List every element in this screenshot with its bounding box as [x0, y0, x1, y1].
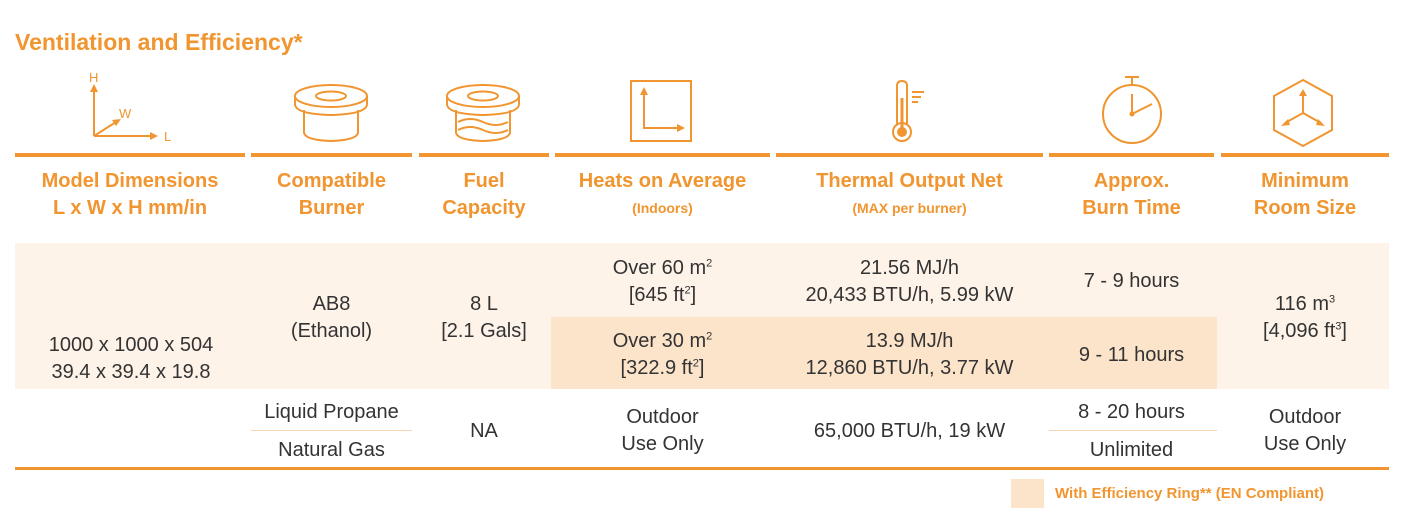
cell-line: 39.4 x 39.4 x 19.8: [51, 361, 211, 383]
column-rule: [555, 153, 770, 157]
value-text: [4,096 ft: [1263, 320, 1336, 342]
cell-thermal-outdoor: 65,000 BTU/h, 19 kW: [813, 420, 1006, 442]
cell-line: [2.1 Gals]: [441, 320, 527, 342]
value-text: 116 m: [1274, 293, 1329, 315]
cell-dimensions: 1000 x 1000 x 504 39.4 x 39.4 x 19.8: [15, 332, 247, 386]
header-burn-time: Approx. Burn Time: [1049, 168, 1214, 222]
burner-icon: [294, 84, 368, 143]
column-rule: [15, 153, 245, 157]
header-model-dimensions: Model Dimensions L x W x H mm/in: [15, 168, 245, 222]
cell-fuel-ethanol: 8 L [2.1 Gals]: [419, 291, 549, 345]
cell-burn-time-ng: Unlimited: [1089, 439, 1174, 461]
header-thermal-output: Thermal Output Net (MAX per burner): [776, 168, 1043, 218]
thermometer-icon: [892, 79, 924, 142]
header-subtitle: (Indoors): [632, 200, 693, 216]
cell-line: [645 ft2]: [555, 282, 770, 309]
cell-line: 8 L: [470, 293, 498, 315]
cell-fuel-outdoor: NA: [470, 420, 498, 442]
column-rule: [1221, 153, 1389, 157]
cell-heats-outdoor: Outdoor Use Only: [555, 404, 770, 458]
cell-burner-lp: Liquid Propane: [264, 401, 399, 423]
page-title: Ventilation and Efficiency*: [15, 29, 303, 55]
header-subtitle: (MAX per burner): [852, 200, 967, 216]
header-line: Thermal Output Net: [816, 170, 1003, 192]
fuel-burner-icon: [446, 84, 520, 143]
axis-label-l: L: [164, 129, 171, 144]
column-rule: [251, 153, 412, 157]
header-line: Model Dimensions: [41, 170, 219, 192]
value-text: ]: [1341, 320, 1347, 342]
value-text: Over 60 m: [612, 257, 707, 279]
value-text: ]: [690, 284, 697, 306]
superscript: 3: [1328, 293, 1336, 306]
header-line: Fuel: [463, 170, 505, 192]
value-text: [645 ft: [628, 284, 685, 306]
efficiency-ring-band: [551, 317, 1217, 389]
superscript: 2: [684, 284, 691, 297]
cell-room-outdoor: Outdoor Use Only: [1221, 404, 1389, 458]
cell-line: Outdoor: [1268, 406, 1342, 428]
value-text: Over 30 m: [612, 330, 707, 352]
header-line: Minimum: [1261, 170, 1349, 192]
superscript: 2: [706, 330, 713, 343]
cell-burn-time-standard: 7 - 9 hours: [1083, 270, 1180, 292]
column-rule: [419, 153, 549, 157]
cell-thermal-standard: 21.56 MJ/h 20,433 BTU/h, 5.99 kW: [776, 255, 1043, 309]
cell-burn-time-efficiency: 9 - 11 hours: [1078, 344, 1185, 366]
header-minimum-room-size: Minimum Room Size: [1221, 168, 1389, 222]
header-line: Burner: [298, 197, 365, 219]
cell-line: 1000 x 1000 x 504: [48, 334, 214, 356]
cube-room-icon: [1273, 78, 1333, 148]
cell-line: 12,860 BTU/h, 3.77 kW: [805, 357, 1014, 379]
cell-line: [322.9 ft2]: [555, 355, 770, 382]
cell-line: Use Only: [621, 433, 704, 455]
cell-heats-efficiency: Over 30 m2 [322.9 ft2]: [555, 328, 770, 382]
header-line: Heats on Average: [578, 170, 747, 192]
header-heats-on-average: Heats on Average (Indoors): [555, 168, 770, 218]
header-line: Capacity: [442, 197, 526, 219]
cell-room-ethanol: 116 m3 [4,096 ft3]: [1221, 291, 1389, 345]
header-fuel-capacity: Fuel Capacity: [419, 168, 549, 222]
header-line: Burn Time: [1082, 197, 1181, 219]
column-rule: [776, 153, 1043, 157]
cell-heats-standard: Over 60 m2 [645 ft2]: [555, 255, 770, 309]
clock-icon: [1102, 76, 1162, 144]
axis-label-h: H: [89, 70, 98, 85]
dimensions-axes-icon: H W L: [89, 70, 171, 144]
outdoor-row-band: [15, 389, 251, 467]
cell-line: Over 60 m2: [555, 255, 770, 282]
cell-line: Over 30 m2: [555, 328, 770, 355]
superscript: 3: [1335, 320, 1342, 333]
value-text: ]: [698, 357, 705, 379]
cell-line: (Ethanol): [290, 320, 373, 342]
header-line: Room Size: [1253, 197, 1357, 219]
cell-thermal-efficiency: 13.9 MJ/h 12,860 BTU/h, 3.77 kW: [776, 328, 1043, 382]
legend-swatch: [1011, 479, 1044, 508]
column-rule: [1049, 153, 1214, 157]
row-divider: [251, 430, 412, 431]
value-text: [322.9 ft: [620, 357, 693, 379]
table-bottom-rule: [15, 467, 1389, 470]
cell-burn-time-lp: 8 - 20 hours: [1078, 401, 1185, 423]
cell-line: [4,096 ft3]: [1221, 318, 1389, 345]
cell-line: 13.9 MJ/h: [865, 330, 954, 352]
cell-burner-ng: Natural Gas: [278, 439, 385, 461]
cell-line: 21.56 MJ/h: [860, 257, 959, 279]
cell-line: Outdoor: [626, 406, 699, 428]
cell-burner-ethanol: AB8 (Ethanol): [251, 291, 412, 345]
header-compatible-burner: Compatible Burner: [251, 168, 412, 222]
floor-area-icon: [630, 80, 692, 142]
superscript: 2: [706, 257, 713, 270]
cell-line: AB8: [312, 293, 351, 315]
row-divider: [1049, 430, 1217, 431]
cell-line: 116 m3: [1221, 291, 1389, 318]
superscript: 2: [692, 357, 699, 370]
header-line: Approx.: [1093, 170, 1170, 192]
header-line: Compatible: [277, 170, 386, 192]
cell-line: Use Only: [1263, 433, 1347, 455]
legend-label: With Efficiency Ring** (EN Compliant): [1055, 485, 1325, 502]
header-line: L x W x H mm/in: [52, 197, 208, 219]
axis-label-w: W: [119, 106, 132, 121]
cell-line: 20,433 BTU/h, 5.99 kW: [805, 284, 1014, 306]
